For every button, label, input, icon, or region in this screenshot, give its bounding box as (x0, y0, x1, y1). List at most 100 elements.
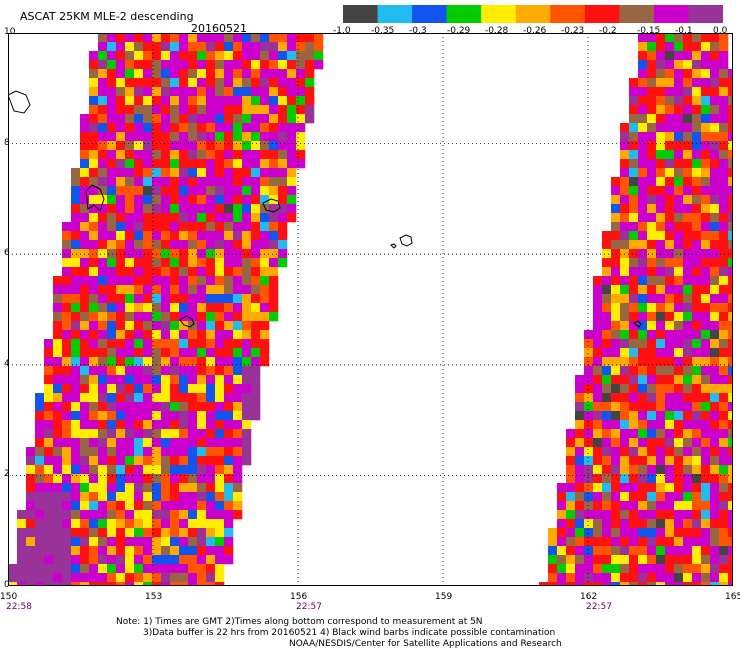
swath-cell (197, 348, 207, 358)
swath-cell (206, 69, 216, 79)
swath-cell (107, 492, 117, 502)
swath-cell (116, 573, 126, 583)
swath-cell (251, 33, 261, 43)
swath-cell (548, 537, 558, 547)
swath-cell (62, 483, 72, 493)
swath-cell (161, 132, 171, 142)
swath-cell (161, 366, 171, 376)
swath-cell (683, 429, 693, 439)
swath-cell (80, 222, 90, 232)
swath-cell (728, 447, 733, 457)
swath-cell (251, 240, 261, 250)
swath-cell (215, 429, 225, 439)
swath-cell (611, 420, 621, 430)
swath-cell (71, 303, 81, 313)
swath-cell (179, 555, 189, 565)
swath-cell (116, 96, 126, 106)
colorbar-segment (446, 5, 482, 23)
swath-cell (143, 249, 153, 259)
swath-cell (215, 141, 225, 151)
swath-cell (647, 42, 657, 52)
swath-cell (674, 159, 684, 169)
swath-cell (98, 312, 108, 322)
swath-cell (728, 258, 733, 268)
swath-cell (170, 123, 180, 133)
swath-cell (233, 42, 243, 52)
swath-cell (80, 411, 90, 421)
swath-cell (629, 186, 639, 196)
swath-cell (602, 330, 612, 340)
swath-cell (89, 420, 99, 430)
swath-cell (143, 168, 153, 178)
swath-cell (107, 366, 117, 376)
swath-cell (665, 519, 675, 529)
swath-cell (710, 276, 720, 286)
swath-cell (206, 303, 216, 313)
swath-cell (566, 582, 576, 586)
swath-cell (179, 114, 189, 124)
swath-cell (251, 123, 261, 133)
swath-cell (656, 438, 666, 448)
swath-cell (278, 141, 288, 151)
swath-cell (80, 528, 90, 538)
swath-cell (89, 384, 99, 394)
swath-cell (143, 555, 153, 565)
swath-cell (278, 249, 288, 259)
swath-cell (215, 420, 225, 430)
swath-cell (674, 528, 684, 538)
swath-cell (161, 411, 171, 421)
swath-cell (287, 105, 297, 115)
swath-cell (44, 420, 54, 430)
swath-cell (656, 375, 666, 385)
swath-cell (260, 78, 270, 88)
swath-cell (269, 159, 279, 169)
swath-cell (179, 51, 189, 61)
swath-cell (188, 384, 198, 394)
swath-cell (62, 420, 72, 430)
swath-cell (296, 69, 306, 79)
swath-cell (656, 249, 666, 259)
swath-cell (674, 402, 684, 412)
swath-cell (161, 105, 171, 115)
swath-cell (719, 375, 729, 385)
swath-cell (710, 195, 720, 205)
swath-cell (98, 384, 108, 394)
swath-cell (134, 303, 144, 313)
swath-cell (170, 501, 180, 511)
swath-cell (233, 357, 243, 367)
swath-cell (8, 564, 18, 574)
swath-cell (287, 177, 297, 187)
swath-cell (35, 492, 45, 502)
swath-cell (638, 528, 648, 538)
swath-cell (152, 564, 162, 574)
swath-cell (26, 501, 36, 511)
swath-cell (215, 258, 225, 268)
swath-cell (692, 213, 702, 223)
swath-cell (647, 492, 657, 502)
swath-cell (647, 294, 657, 304)
swath-cell (80, 231, 90, 241)
swath-cell (80, 375, 90, 385)
swath-cell (728, 456, 733, 466)
swath-cell (89, 285, 99, 295)
swath-cell (260, 132, 270, 142)
swath-cell (71, 438, 81, 448)
swath-cell (638, 249, 648, 259)
swath-cell (566, 573, 576, 583)
swath-cell (98, 87, 108, 97)
swath-cell (647, 348, 657, 358)
swath-cell (674, 258, 684, 268)
swath-cell (647, 312, 657, 322)
swath-cell (638, 402, 648, 412)
swath-cell (251, 267, 261, 277)
swath-cell (98, 249, 108, 259)
swath-cell (665, 420, 675, 430)
swath-cell (692, 60, 702, 70)
swath-cell (53, 546, 63, 556)
swath-cell (143, 465, 153, 475)
swath-cell (134, 582, 144, 586)
swath-cell (71, 546, 81, 556)
swath-cell (179, 312, 189, 322)
swath-cell (665, 222, 675, 232)
swath-cell (701, 402, 711, 412)
